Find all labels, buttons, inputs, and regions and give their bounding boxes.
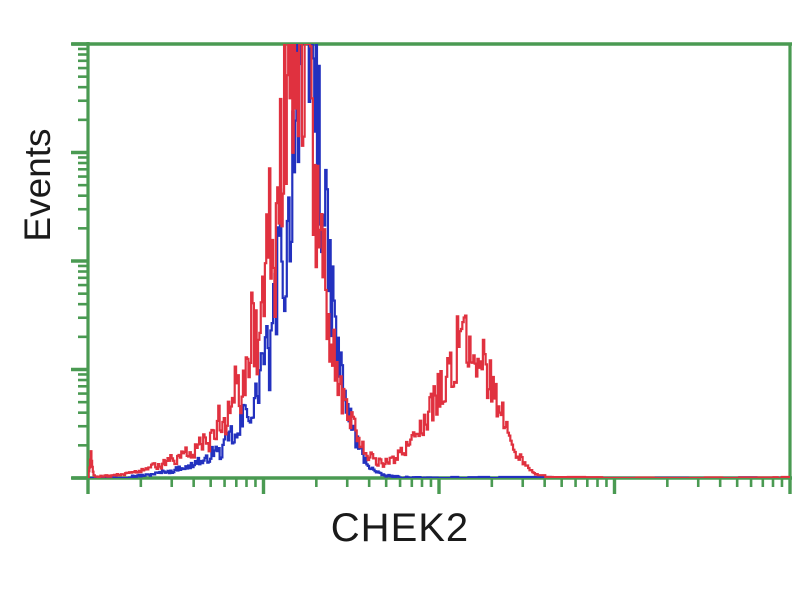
axis-ticks (71, 42, 792, 494)
data-series-layer (88, 44, 790, 478)
y-axis-title: Events (8, 80, 68, 290)
series-trace-control (88, 44, 790, 478)
y-axis-title-text: Events (17, 128, 58, 242)
x-axis-title: CHEK2 (0, 506, 800, 551)
series-trace-sample (88, 44, 790, 478)
x-axis-title-text: CHEK2 (330, 506, 470, 550)
